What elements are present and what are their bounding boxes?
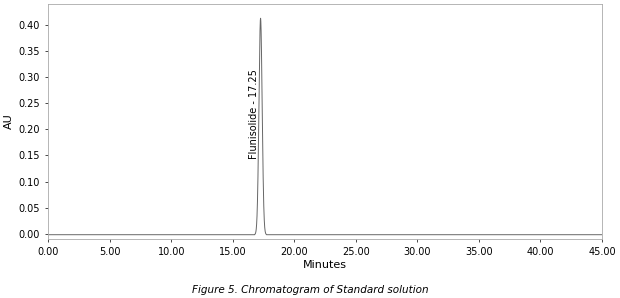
Text: Figure 5. Chromatogram of Standard solution: Figure 5. Chromatogram of Standard solut…: [192, 285, 428, 295]
Text: Flunisolide - 17.25: Flunisolide - 17.25: [249, 69, 259, 159]
X-axis label: Minutes: Minutes: [303, 260, 347, 270]
Y-axis label: AU: AU: [4, 114, 14, 129]
